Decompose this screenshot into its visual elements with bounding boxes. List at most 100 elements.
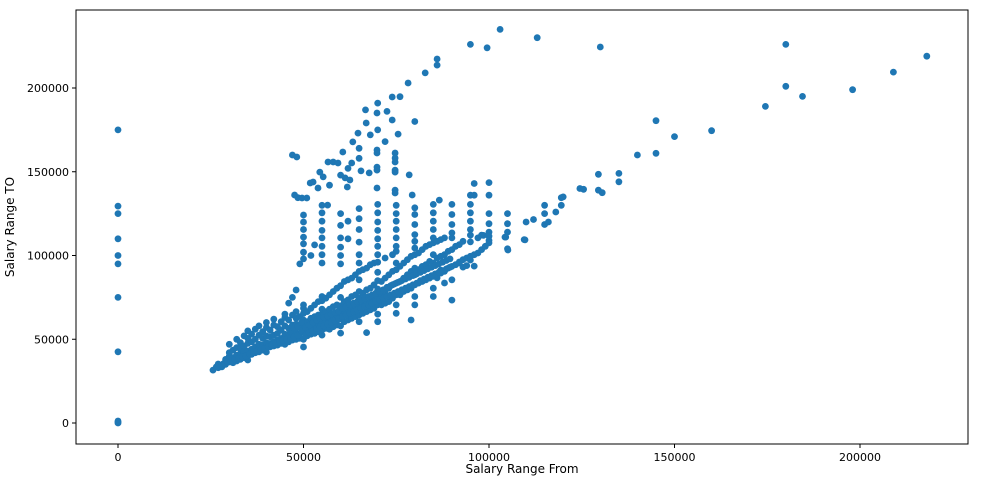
scatter-point (541, 201, 548, 209)
scatter-point (334, 159, 342, 167)
scatter-point (316, 168, 324, 176)
scatter-point (762, 103, 769, 110)
scatter-point (391, 168, 399, 176)
scatter-point (373, 149, 381, 157)
scatter-point (485, 220, 493, 228)
scatter-point (421, 69, 429, 77)
scatter-point (293, 153, 301, 161)
scatter-point (248, 330, 256, 338)
scatter-point (363, 329, 370, 336)
scatter-point (270, 315, 278, 323)
scatter-point (441, 234, 448, 242)
scatter-point (708, 127, 715, 135)
scatter-point (429, 217, 437, 225)
scatter-point (394, 130, 402, 138)
scatter-point (318, 227, 326, 234)
scatter-point (411, 118, 419, 125)
scatter-point (652, 149, 660, 157)
scatter-point (429, 226, 437, 233)
scatter-point (448, 201, 456, 208)
scatter-point (374, 218, 382, 226)
scatter-point (303, 194, 311, 202)
scatter-point (478, 231, 485, 239)
scatter-point (392, 210, 400, 218)
scatter-point (615, 170, 623, 177)
scatter-point (405, 171, 413, 179)
scatter-point (411, 211, 419, 218)
scatter-point (396, 93, 404, 101)
scatter-point (318, 209, 326, 217)
scatter-point (374, 268, 382, 276)
scatter-point (429, 284, 437, 292)
scatter-point (381, 138, 389, 146)
scatter-point (433, 55, 441, 63)
y-axis-label: Salary Range TO (3, 177, 17, 277)
scatter-point (483, 44, 491, 52)
scatter-point (355, 251, 363, 259)
scatter-point (388, 116, 396, 124)
scatter-point (496, 26, 504, 33)
scatter-point (467, 231, 474, 239)
scatter-point (448, 234, 456, 242)
scatter-point (923, 52, 931, 60)
scatter-point (326, 181, 333, 189)
x-tick-label: 200000 (839, 451, 881, 464)
scatter-point (324, 201, 331, 209)
scatter-point (114, 126, 122, 134)
scatter-point (374, 209, 382, 217)
scatter-point (557, 201, 565, 209)
scatter-point (448, 211, 456, 218)
scatter-point (485, 210, 493, 218)
axis-ticks: 0 50000 100000 150000 200000 0 50000 100000 1500… (27, 82, 881, 464)
scatter-point (298, 319, 305, 326)
scatter-point (292, 286, 300, 294)
x-tick-label: 50000 (286, 451, 321, 464)
scatter-point (285, 299, 293, 307)
scatter-point (388, 93, 396, 101)
scatter-point (337, 171, 344, 179)
scatter-point (348, 159, 356, 167)
scatter-point (408, 191, 416, 199)
y-tick-label: 150000 (27, 166, 69, 179)
scatter-point (374, 201, 382, 208)
scatter-point (411, 293, 419, 300)
scatter-point (391, 189, 399, 197)
scatter-point (318, 234, 326, 242)
scatter-point (300, 343, 307, 351)
scatter-point (391, 149, 399, 157)
scatter-point (615, 178, 623, 186)
scatter-point (485, 191, 493, 199)
scatter-point (411, 231, 419, 239)
scatter-point (374, 251, 382, 259)
scatter-point (552, 208, 560, 216)
scatter-point (890, 68, 897, 76)
scatter-point (541, 210, 548, 218)
scatter-point (374, 227, 382, 234)
scatter-point (467, 209, 474, 217)
scatter-point (374, 99, 382, 107)
scatter-point (463, 262, 471, 269)
scatter-point (300, 240, 307, 248)
scatter-point (343, 183, 351, 191)
scatter-point (429, 293, 437, 300)
scatter-point (337, 260, 344, 268)
scatter-point (467, 238, 474, 246)
scatter-point (530, 216, 537, 223)
y-tick-label: 0 (62, 417, 69, 430)
scatter-point (285, 316, 293, 324)
scatter-point (319, 173, 327, 181)
scatter-point (362, 106, 369, 114)
scatter-point (307, 252, 315, 259)
scatter-point (411, 204, 419, 212)
scatter-point (300, 233, 307, 241)
scatter-point (114, 235, 122, 243)
scatter-point (559, 193, 567, 201)
scatter-point (362, 119, 370, 127)
scatter-point (411, 221, 419, 228)
scatter-point (373, 166, 381, 174)
scatter-point (324, 158, 332, 166)
scatter-point (318, 217, 326, 225)
plot-border (75, 9, 969, 445)
scatter-point (448, 276, 456, 284)
